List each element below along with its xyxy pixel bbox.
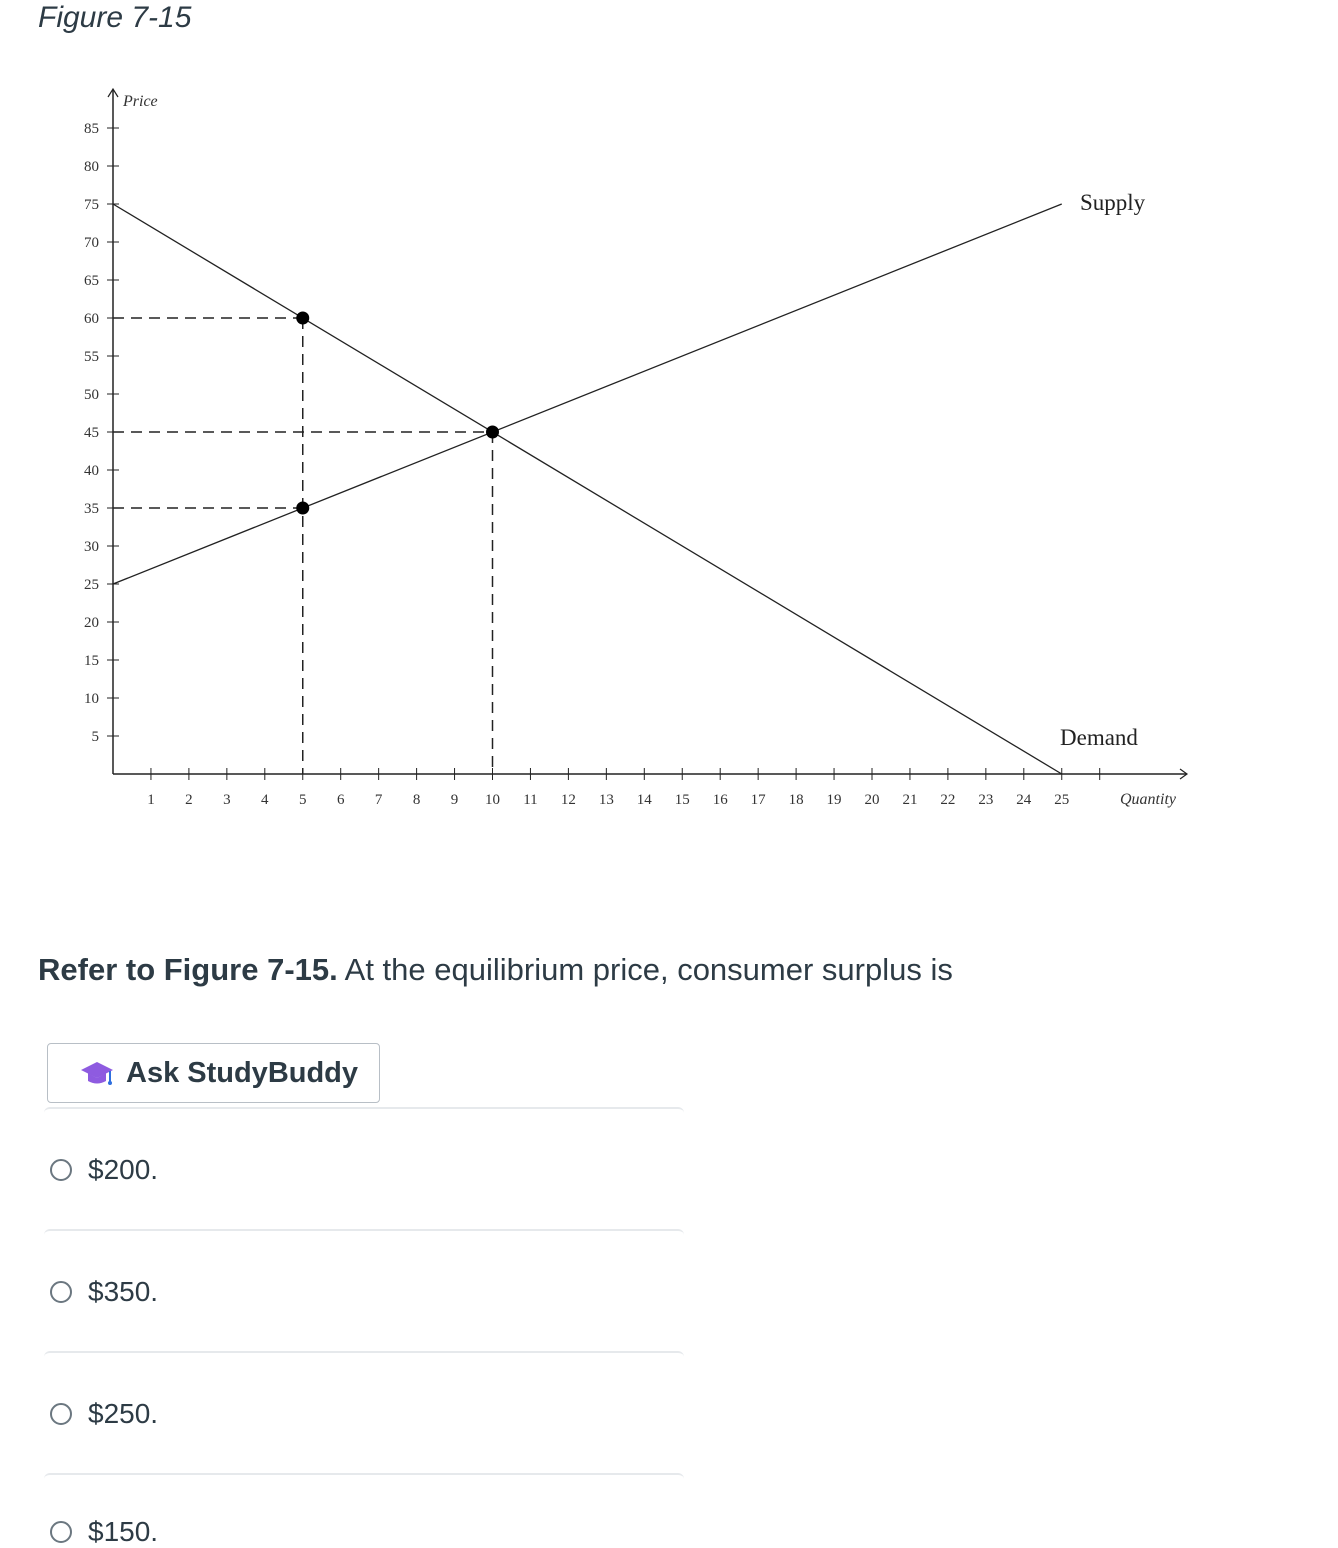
- x-tick-label: 8: [413, 792, 421, 808]
- y-tick-label: 15: [84, 653, 99, 669]
- x-tick-label: 23: [978, 792, 993, 808]
- y-tick-label: 25: [84, 577, 99, 593]
- x-axis-label: Quantity: [1120, 791, 1177, 808]
- radio-button[interactable]: [50, 1521, 72, 1543]
- y-tick-label: 5: [92, 729, 100, 745]
- y-tick-label: 55: [84, 349, 99, 365]
- x-tick-label: 7: [375, 792, 383, 808]
- data-point: [486, 425, 499, 439]
- supply-label: Supply: [1080, 190, 1146, 215]
- x-tick-label: 5: [299, 792, 307, 808]
- answer-option-1[interactable]: $200.: [50, 1154, 158, 1186]
- option-divider: [44, 1473, 684, 1481]
- x-axis-arrow: [1179, 768, 1189, 780]
- ask-studybuddy-label: Ask StudyBuddy: [126, 1056, 359, 1089]
- y-tick-label: 20: [84, 615, 99, 631]
- answer-option-label: $250.: [88, 1398, 159, 1429]
- answer-option-label: $150.: [88, 1516, 159, 1547]
- figure-title: Figure 7-15: [38, 1, 192, 34]
- y-tick-label: 80: [84, 159, 99, 175]
- y-tick-label: 85: [84, 121, 99, 137]
- question-text: Refer to Figure 7-15. At the equilibrium…: [38, 950, 953, 990]
- demand-label: Demand: [1060, 725, 1138, 750]
- x-tick-label: 19: [827, 792, 842, 808]
- y-tick-label: 40: [84, 463, 99, 479]
- answer-option-label: $350.: [88, 1276, 159, 1307]
- y-tick-label: 70: [84, 235, 99, 251]
- x-tick-label: 1: [147, 792, 155, 808]
- y-tick-label: 30: [84, 539, 99, 555]
- ask-studybuddy-button[interactable]: Ask StudyBuddy: [47, 1043, 380, 1103]
- y-tick-label: 50: [84, 387, 99, 403]
- answer-option-4[interactable]: $150.: [50, 1516, 158, 1548]
- x-tick-label: 12: [561, 792, 576, 808]
- x-tick-label: 11: [523, 792, 537, 808]
- supply-line: [112, 203, 1062, 585]
- y-tick-label: 10: [84, 691, 99, 707]
- option-divider: [44, 1229, 684, 1237]
- y-tick-label: 60: [84, 311, 99, 327]
- x-tick-label: 20: [865, 792, 880, 808]
- data-point: [296, 501, 310, 515]
- answer-option-3[interactable]: $250.: [50, 1398, 158, 1430]
- y-axis-label: Price: [122, 93, 158, 110]
- answer-option-label: $200.: [88, 1154, 159, 1185]
- x-tick-label: 14: [637, 792, 653, 808]
- x-tick-label: 17: [751, 792, 767, 808]
- question-body: At the equilibrium price, consumer surpl…: [344, 952, 953, 987]
- x-tick-label: 22: [940, 792, 955, 808]
- x-tick-label: 13: [599, 792, 614, 808]
- demand-line: [112, 203, 1063, 775]
- x-tick-label: 2: [185, 792, 193, 808]
- data-point: [296, 311, 310, 325]
- x-tick-label: 9: [451, 792, 459, 808]
- option-divider: [44, 1107, 684, 1115]
- graduation-cap-icon: [81, 1062, 113, 1085]
- radio-button[interactable]: [50, 1403, 72, 1425]
- y-tick-label: 35: [84, 501, 99, 517]
- x-tick-label: 4: [261, 792, 269, 808]
- x-tick-label: 18: [789, 792, 804, 808]
- x-tick-label: 3: [223, 792, 231, 808]
- x-tick-label: 16: [713, 792, 729, 808]
- question-reference: Refer to Figure 7-15.: [38, 952, 338, 987]
- x-tick-label: 25: [1054, 792, 1069, 808]
- x-tick-label: 21: [902, 792, 917, 808]
- option-divider: [44, 1351, 684, 1359]
- x-tick-label: 15: [675, 792, 690, 808]
- x-tick-label: 10: [485, 792, 500, 808]
- y-tick-label: 65: [84, 273, 99, 289]
- answer-option-2[interactable]: $350.: [50, 1276, 158, 1308]
- y-tick-label: 45: [84, 425, 99, 441]
- y-axis-arrow: [107, 87, 119, 98]
- radio-button[interactable]: [50, 1159, 72, 1181]
- y-tick-label: 75: [84, 197, 99, 213]
- x-tick-label: 6: [337, 792, 345, 808]
- radio-button[interactable]: [50, 1281, 72, 1303]
- x-tick-label: 24: [1016, 792, 1032, 808]
